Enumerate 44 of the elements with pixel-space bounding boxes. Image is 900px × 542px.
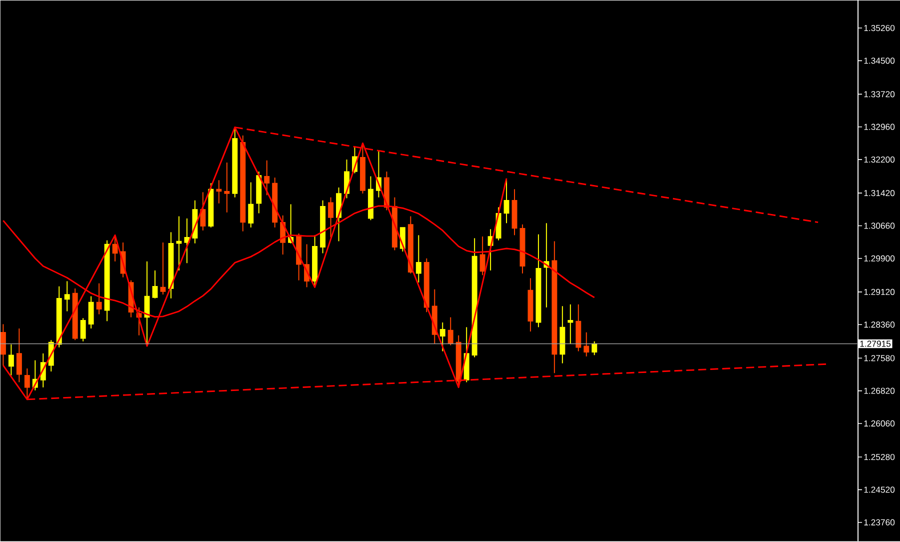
ref-line-label: 1.27915 (860, 340, 891, 347)
candlestick (184, 218, 190, 264)
candlestick (224, 162, 230, 214)
candlestick (152, 270, 158, 300)
y-tick-label: 1.23760 (864, 519, 895, 526)
y-tick-label: 1.32960 (864, 124, 895, 130)
y-tick-label: 1.31420 (864, 190, 895, 196)
candlestick (216, 180, 222, 204)
candlestick (24, 368, 30, 400)
y-tick-label: 1.25280 (864, 454, 895, 460)
candlestick (176, 216, 182, 272)
candlestick (584, 332, 590, 358)
y-tick-label: 1.28360 (864, 322, 895, 328)
candlestick (504, 178, 510, 224)
y-tick-label: 1.27580 (864, 355, 895, 362)
candlestick (16, 328, 22, 383)
y-tick-label: 1.33720 (864, 91, 895, 98)
candlestick (96, 282, 102, 315)
candlestick (480, 236, 486, 276)
candlestick (416, 234, 422, 284)
y-tick-label: 1.29900 (864, 255, 895, 262)
y-tick-label: 1.35260 (864, 25, 895, 32)
candlestick (64, 280, 70, 312)
y-tick-label: 1.26820 (864, 388, 895, 394)
y-tick-label: 1.26060 (864, 420, 895, 427)
candlestick (88, 296, 94, 330)
y-tick-label: 1.34500 (864, 58, 895, 64)
candlestick (112, 234, 118, 262)
candlestick (0, 324, 6, 366)
candlestick (8, 344, 14, 376)
candlestick (264, 160, 270, 196)
candlestick (248, 182, 254, 228)
candlestick (328, 196, 334, 238)
candlestick (80, 318, 86, 342)
candlestick (200, 192, 206, 232)
candlestick (568, 304, 574, 344)
candlestick (448, 316, 454, 346)
y-tick-label: 1.29120 (864, 289, 895, 296)
y-tick-label: 1.32200 (864, 156, 895, 163)
candlestick (440, 322, 446, 352)
y-tick-label: 1.24520 (864, 486, 895, 493)
candlestick (160, 242, 166, 296)
y-tick-label: 1.30660 (864, 222, 895, 229)
candlestick (592, 340, 598, 356)
